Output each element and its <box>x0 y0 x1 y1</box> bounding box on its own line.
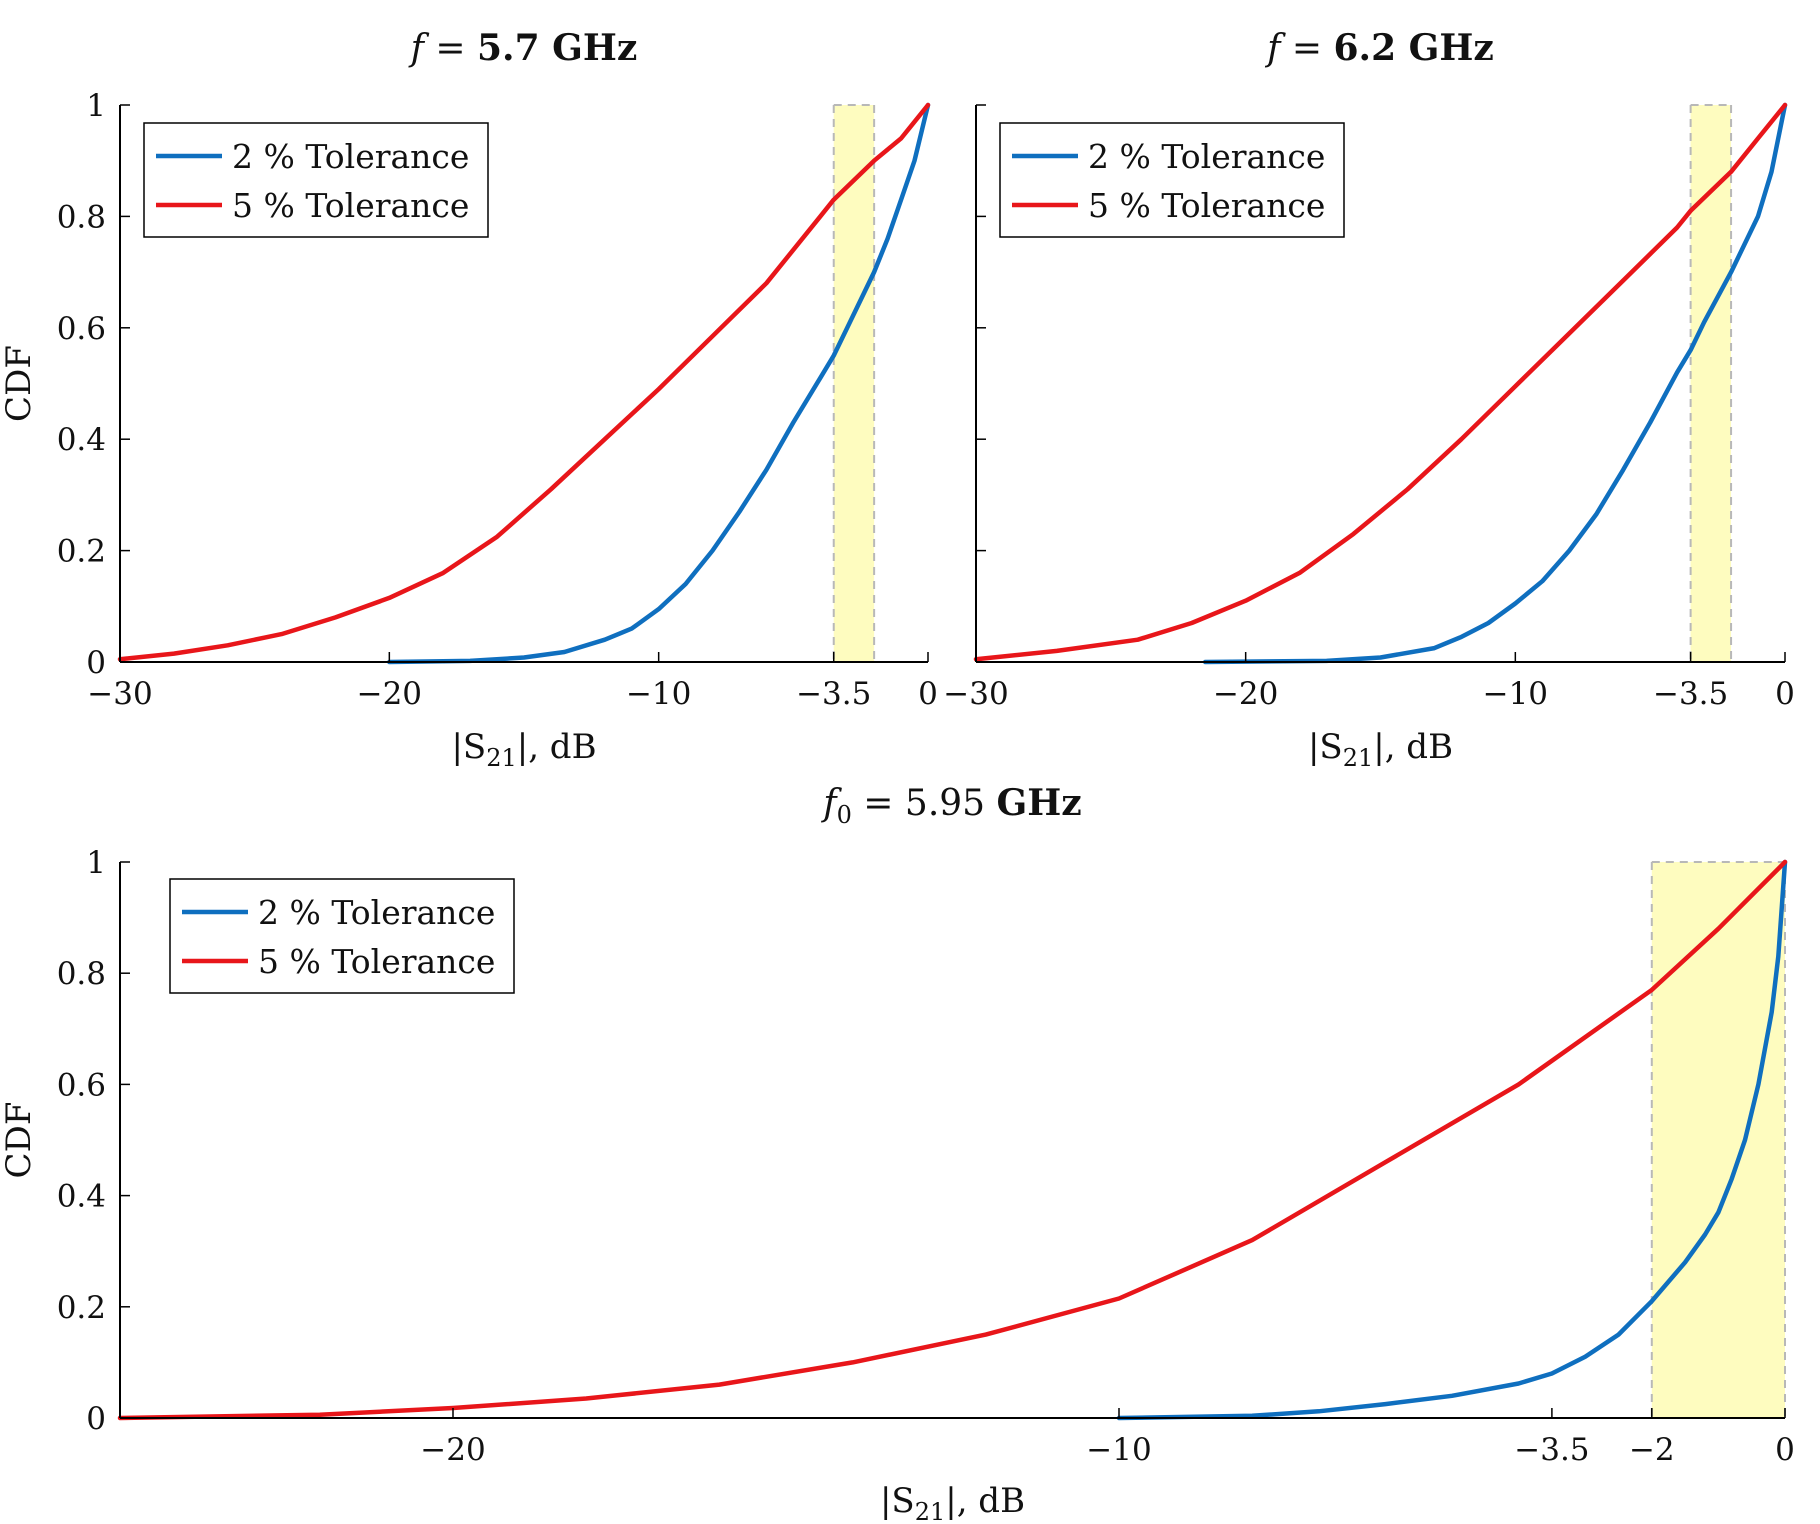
y-tick-label: 0 <box>86 645 106 681</box>
legend-entry: 2 % Tolerance <box>232 137 469 176</box>
legend: 2 % Tolerance 5 % Tolerance <box>999 122 1345 238</box>
x-tick-label: −3.5 <box>1514 1432 1589 1468</box>
legend-entry: 2 % Tolerance <box>258 893 495 932</box>
y-tick-label: 0.4 <box>57 422 106 458</box>
y-axis-label: CDF <box>0 345 39 422</box>
x-tick-label: 0 <box>1775 1432 1795 1468</box>
x-tick-label: −30 <box>943 676 1008 712</box>
series-line-5pct <box>117 859 1788 1421</box>
x-tick-label: −10 <box>1483 676 1548 712</box>
y-tick-label: 1 <box>86 845 106 881</box>
y-tick-label: 0.4 <box>57 1179 106 1215</box>
y-tick-label: 0.2 <box>57 1290 106 1326</box>
legend-entry: 5 % Tolerance <box>258 942 495 981</box>
y-tick-label: 0.6 <box>57 311 106 347</box>
series-line-2pct <box>387 102 931 665</box>
x-tick-label: −3.5 <box>796 676 871 712</box>
subplot-2: −30 −20 −10 −3.5 0 f = 6.2 GHz |S21|, dB 2 % To… <box>943 27 1795 772</box>
highlight-band <box>1690 105 1732 662</box>
x-tick-label: −20 <box>420 1432 485 1468</box>
legend-box <box>143 122 489 238</box>
series-line-5pct <box>117 102 931 662</box>
series-line-2pct <box>1116 859 1788 1421</box>
x-tick-label: −2 <box>1629 1432 1675 1468</box>
x-tick-label: 0 <box>1775 676 1795 712</box>
series-line-5pct <box>973 102 1788 662</box>
x-tick-label: 0 <box>918 676 938 712</box>
series-line-2pct <box>1202 102 1788 665</box>
x-axis-label: |S21|, dB <box>451 727 596 772</box>
subplot-3: 00.20.40.60.81−20 −10 −3.5 −2 0f0 = 5.95 GHz… <box>0 782 1795 1524</box>
y-axis-label: CDF <box>0 1102 39 1179</box>
legend-box <box>169 878 515 994</box>
x-tick-label: −10 <box>626 676 691 712</box>
highlight-band <box>1651 862 1785 1418</box>
x-tick-label: −10 <box>1086 1432 1151 1468</box>
subplot-1: 0 0.2 0.4 0.6 0.8 1 −30 −20 −10 −3.5 0 f = 5.7 GHz |… <box>0 27 938 772</box>
y-tick-label: 0.2 <box>57 534 106 570</box>
chart-title: f0 = 5.95 GHz <box>820 782 1081 829</box>
legend-entry: 2 % Tolerance <box>1088 137 1325 176</box>
legend-box <box>999 122 1345 238</box>
highlight-band <box>833 105 875 662</box>
legend: 2 % Tolerance 5 % Tolerance <box>169 878 515 994</box>
legend-entry: 5 % Tolerance <box>232 186 469 225</box>
x-axis-label: |S21|, dB <box>1308 727 1453 772</box>
y-tick-label: 0.8 <box>57 199 106 235</box>
x-tick-label: −20 <box>1213 676 1278 712</box>
x-axis-label: |S21|, dB <box>880 1481 1025 1524</box>
legend-entry: 5 % Tolerance <box>1088 186 1325 225</box>
y-tick-label: 1 <box>86 88 106 124</box>
x-tick-label: −30 <box>87 676 152 712</box>
x-tick-label: −3.5 <box>1653 676 1728 712</box>
legend: 2 % Tolerance 5 % Tolerance <box>143 122 489 238</box>
y-tick-label: 0 <box>86 1401 106 1437</box>
chart-title: f = 5.7 GHz <box>408 27 638 69</box>
y-tick-label: 0.8 <box>57 956 106 992</box>
chart-title: f = 6.2 GHz <box>1264 27 1494 69</box>
y-tick-label: 0.6 <box>57 1067 106 1103</box>
x-tick-label: −20 <box>357 676 422 712</box>
